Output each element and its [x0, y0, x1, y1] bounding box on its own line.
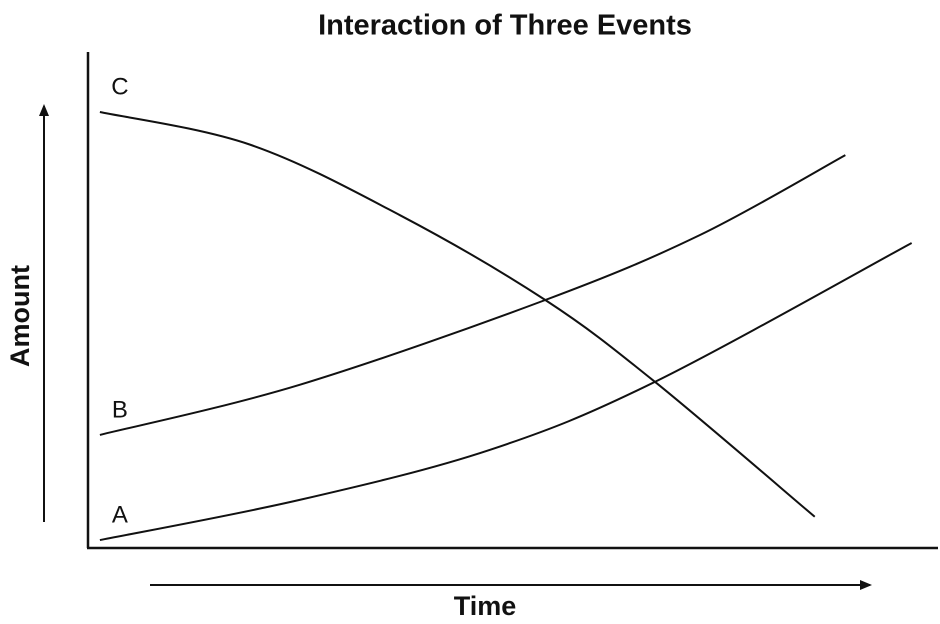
- series-label: B: [112, 396, 128, 423]
- x-axis-label: Time: [454, 591, 517, 621]
- series-label: A: [112, 501, 128, 528]
- series-label: C: [111, 73, 128, 100]
- line: [99, 154, 846, 436]
- chart-title: Interaction of Three Events: [318, 10, 692, 42]
- line: [99, 111, 816, 518]
- line: [99, 242, 913, 542]
- y-axis-label: Amount: [5, 265, 35, 367]
